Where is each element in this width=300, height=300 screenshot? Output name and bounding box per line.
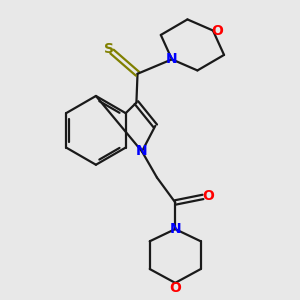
Text: O: O — [169, 281, 181, 296]
Text: N: N — [166, 52, 178, 66]
Text: N: N — [169, 222, 181, 236]
Text: O: O — [212, 23, 223, 38]
Text: O: O — [202, 189, 214, 203]
Text: S: S — [104, 42, 114, 56]
Text: N: N — [136, 144, 148, 158]
